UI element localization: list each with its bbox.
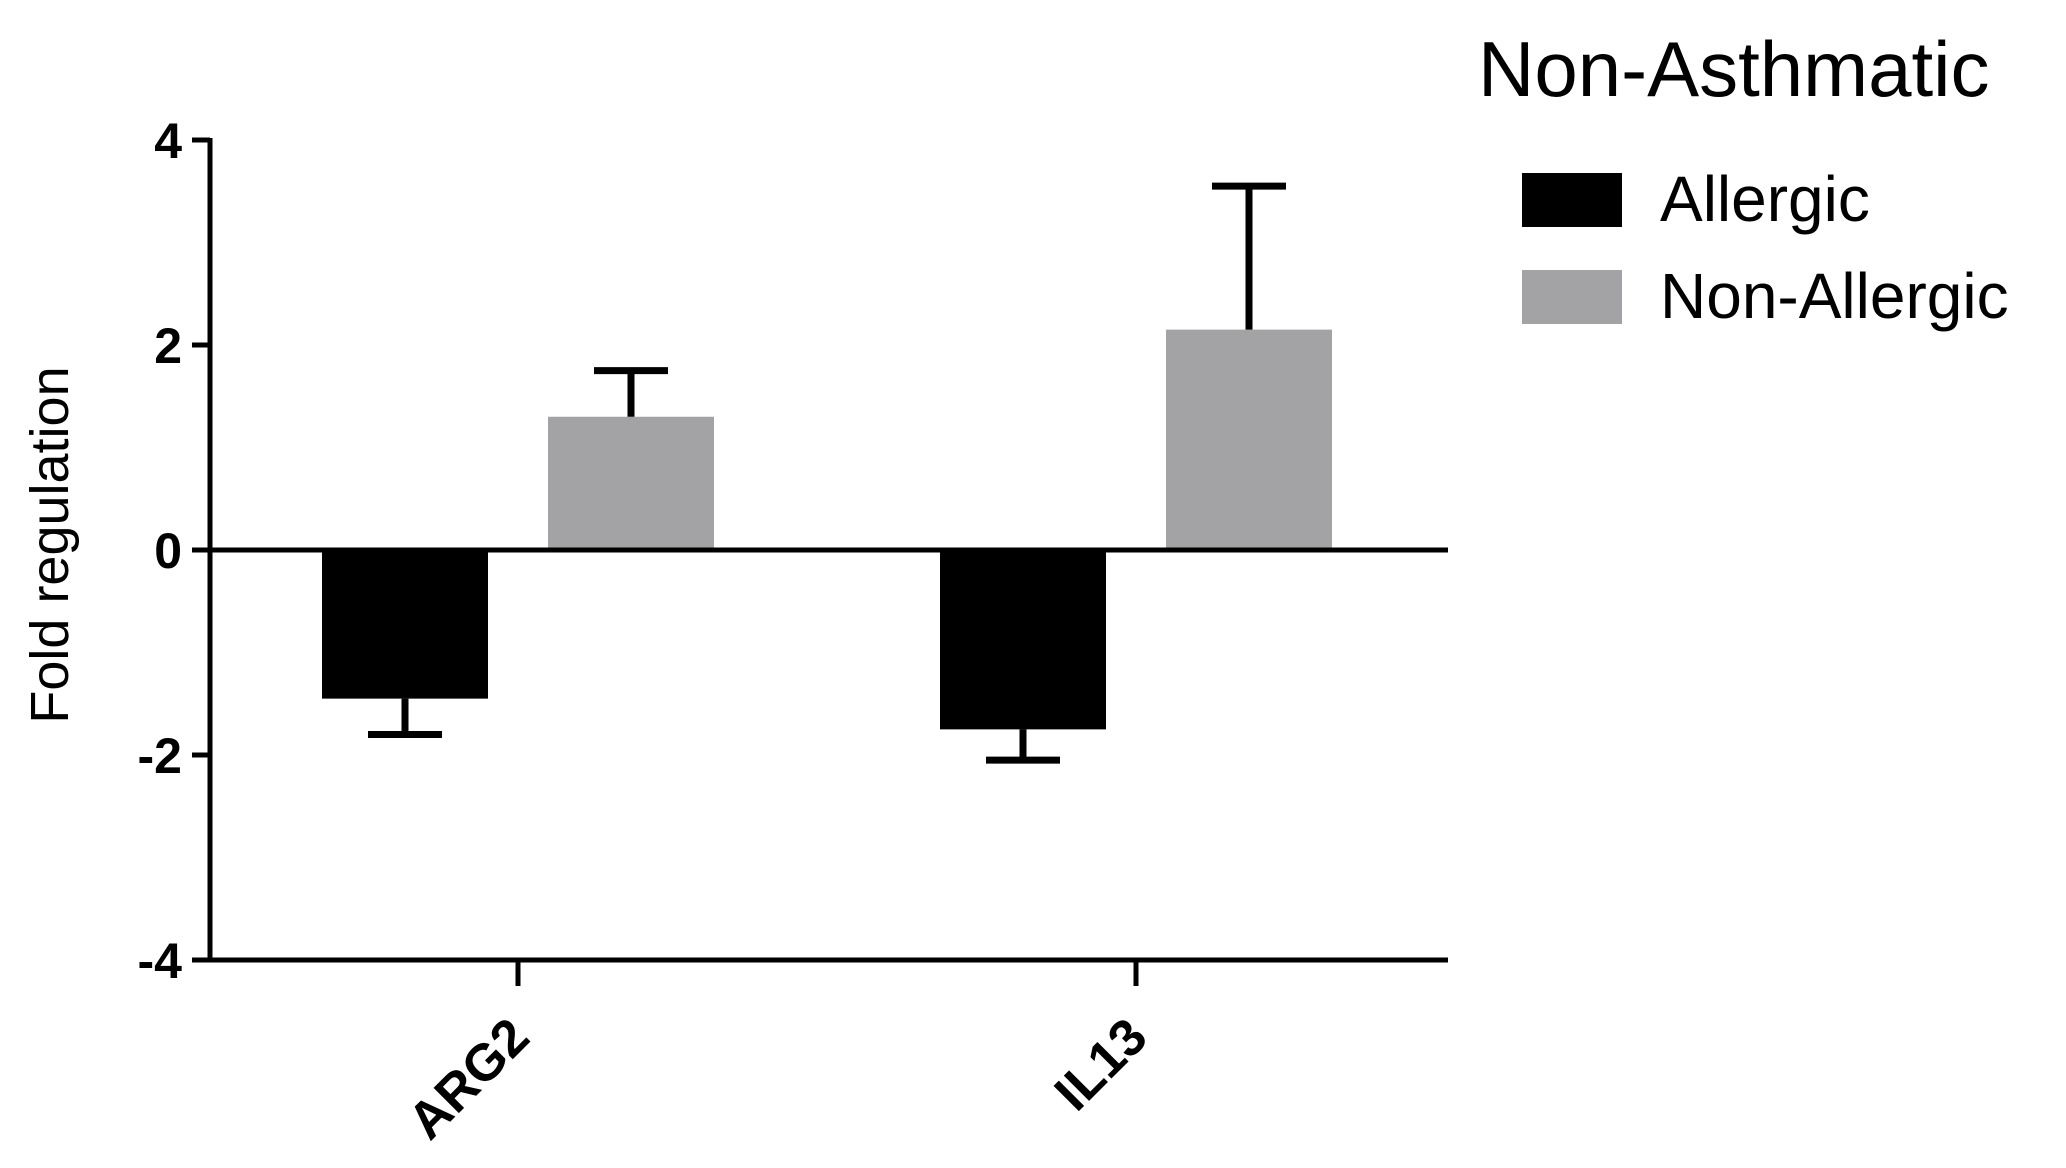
- bar-allergic-il13: [940, 550, 1106, 730]
- legend-label: Allergic: [1660, 163, 1870, 235]
- y-tick-label: -4: [138, 933, 183, 989]
- y-axis-title: Fold regulation: [20, 366, 80, 723]
- legend: Non-Asthmatic Allergic Non-Allergic: [1478, 25, 2009, 332]
- y-axis: 4 2 0 -2 -4: [138, 113, 213, 989]
- legend-title: Non-Asthmatic: [1478, 25, 1990, 113]
- y-tick-label: -2: [138, 728, 182, 784]
- error-bars-group: [368, 182, 1286, 764]
- legend-swatch: [1522, 173, 1622, 227]
- legend-items: Allergic Non-Allergic: [1522, 163, 2009, 332]
- x-tick-label: IL13: [1044, 1007, 1159, 1122]
- x-tick-label: ARG2: [397, 1007, 540, 1150]
- bar-non-allergic-il13: [1166, 329, 1332, 550]
- y-tick-label: 4: [154, 113, 182, 169]
- legend-swatch: [1522, 270, 1622, 324]
- bars-group: [322, 329, 1332, 730]
- legend-label: Non-Allergic: [1660, 260, 2009, 332]
- y-tick-label: 0: [154, 523, 182, 579]
- bar-allergic-arg2: [322, 550, 488, 699]
- y-tick-label: 2: [154, 318, 182, 374]
- bar-non-allergic-arg2: [548, 416, 714, 550]
